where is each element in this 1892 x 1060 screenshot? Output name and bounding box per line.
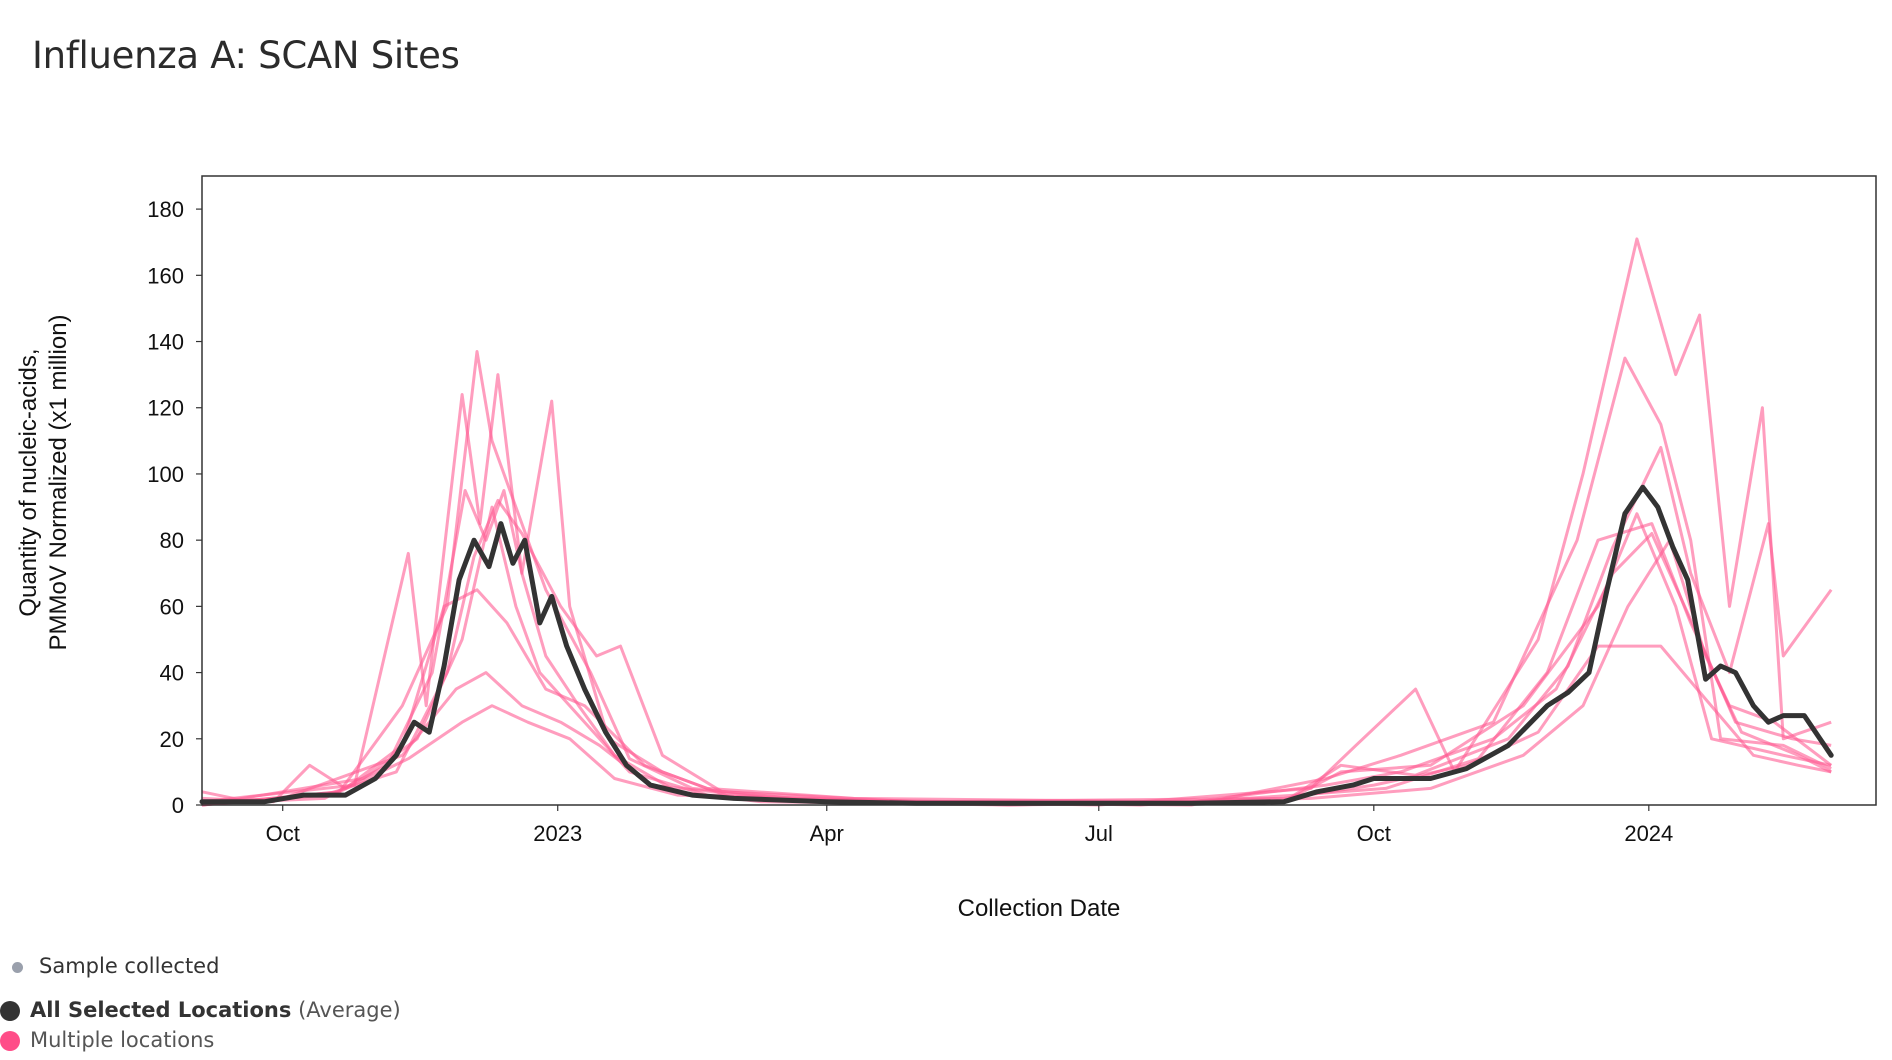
- x-axis-title: Collection Date: [958, 895, 1121, 922]
- legend-sample-collected: Sample collected: [12, 954, 219, 978]
- average-dot-icon: [0, 1001, 20, 1021]
- y-axis-title-line: PMMoV Normalized (x1 million): [45, 314, 72, 650]
- site-series-line-2: [201, 350, 1832, 807]
- legend-sample-label: Sample collected: [39, 954, 220, 978]
- y-tick-label: 20: [160, 727, 184, 752]
- average-series-group: [199, 484, 1834, 806]
- y-tick-label: 120: [147, 396, 184, 421]
- x-tick-label: Oct: [1357, 821, 1391, 846]
- y-tick-label: 80: [160, 528, 184, 553]
- multiple-locations-dot-icon: [0, 1031, 20, 1051]
- legend-multiple-label: Multiple locations: [30, 1028, 215, 1052]
- legend-average-suffix: (Average): [298, 998, 401, 1022]
- y-axis-title: Quantity of nucleic-acids, PMMoV Normaliz…: [15, 314, 72, 650]
- y-tick-label: 40: [160, 661, 184, 686]
- site-series-line-3: [201, 237, 1832, 807]
- y-tick-label: 140: [147, 330, 184, 355]
- average-series-line: [199, 484, 1834, 806]
- y-axis-title-line: Quantity of nucleic-acids,: [15, 348, 42, 616]
- site-series-group: [201, 237, 1833, 807]
- legend-average-label: All Selected Locations: [30, 998, 292, 1022]
- site-series-line-7: [201, 532, 1832, 804]
- legend-multiple-locations[interactable]: Multiple locations: [0, 1028, 214, 1052]
- y-tick-label: 60: [160, 594, 184, 619]
- x-tick-label: 2023: [533, 821, 582, 846]
- x-tick-label: 2024: [1624, 821, 1673, 846]
- sample-dot-icon: [12, 961, 23, 973]
- x-tick-label: Jul: [1085, 821, 1113, 846]
- y-tick-label: 100: [147, 462, 184, 487]
- x-tick-label: Apr: [810, 821, 844, 846]
- axes-group: 0 20 40 60 80 100 120 140 160 180 Oct 2023 Apr Jul Oct…: [15, 175, 1877, 922]
- chart-title: Influenza A: SCAN Sites: [32, 34, 460, 77]
- y-tick-label: 0: [172, 793, 184, 818]
- legend-average[interactable]: All Selected Locations (Average): [0, 998, 401, 1022]
- y-tick-label: 160: [147, 263, 184, 288]
- y-tick-label: 180: [147, 197, 184, 222]
- x-tick-label: Oct: [266, 821, 300, 846]
- plot-frame: [201, 175, 1877, 806]
